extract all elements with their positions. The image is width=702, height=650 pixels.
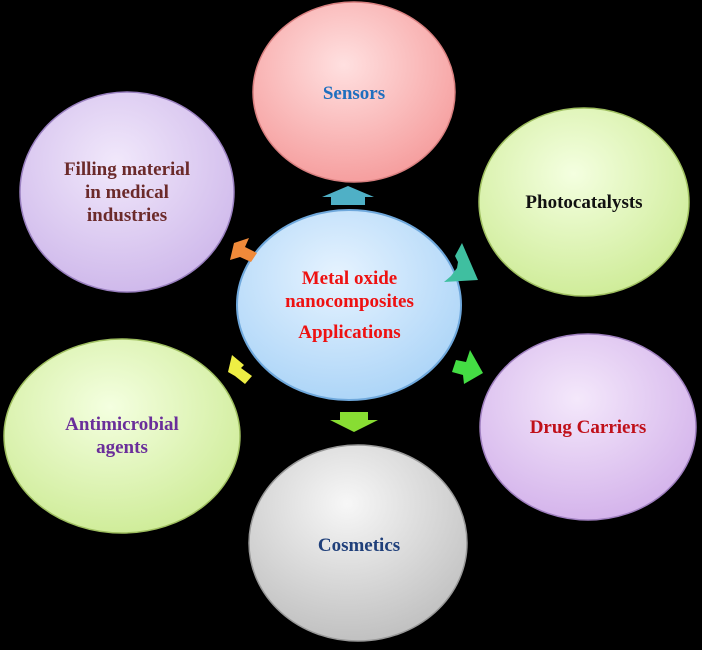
center-label: Metal oxide nanocomposites Applications <box>247 258 452 352</box>
label-antimicrobial-agents: Antimicrobial agents <box>32 412 212 460</box>
arrow-to-drug-carriers <box>452 350 483 384</box>
label-sensors: Sensors <box>264 80 444 106</box>
label-photocatalysts-text: Photocatalysts <box>525 191 643 213</box>
center-label-line2: nanocomposites <box>285 290 414 312</box>
node-drug-carriers <box>479 333 697 521</box>
arrow-to-cosmetics <box>330 412 378 432</box>
node-antimicrobial-agents <box>3 338 241 534</box>
label-cosmetics-text: Cosmetics <box>317 534 401 556</box>
label-cosmetics: Cosmetics <box>269 532 449 558</box>
center-label-line1: Metal oxide <box>301 267 398 289</box>
label-antimicrobial-line2: agents <box>96 437 148 458</box>
node-center <box>236 209 462 401</box>
label-drug-carriers: Drug Carriers <box>498 414 678 440</box>
arrow-to-filling <box>230 238 257 262</box>
label-sensors-text: Sensors <box>322 82 386 104</box>
label-photocatalysts: Photocatalysts <box>494 189 674 215</box>
center-label-line3: Applications <box>298 321 401 343</box>
arrow-to-photocatalysts <box>444 243 478 282</box>
node-cosmetics <box>248 444 468 642</box>
label-filling-line3: industries <box>86 204 168 226</box>
arrow-to-antimicrobial <box>228 355 252 384</box>
node-sensors <box>252 1 456 183</box>
label-antimicrobial-line1: Antimicrobial <box>65 414 179 435</box>
node-filling-material <box>19 91 235 293</box>
label-filling-line2: in medical <box>85 181 169 203</box>
label-filling-material: Filling material in medical industries <box>37 156 217 228</box>
label-drug-carriers-text: Drug Carriers <box>529 416 647 438</box>
arrow-to-sensors <box>322 186 374 205</box>
node-photocatalysts <box>478 107 690 297</box>
label-filling-line1: Filling material <box>63 158 191 180</box>
